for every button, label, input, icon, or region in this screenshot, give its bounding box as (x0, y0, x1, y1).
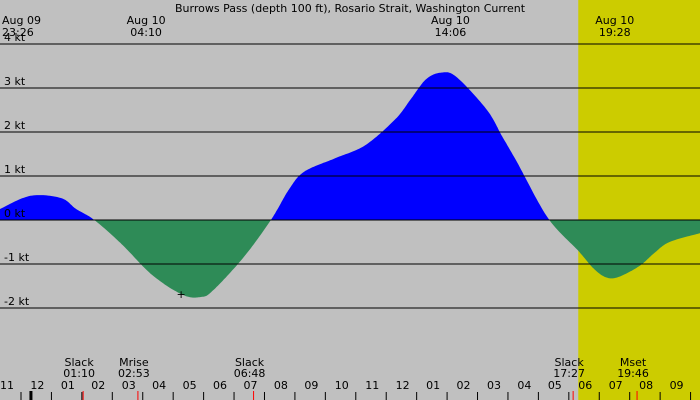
top-date-label: Aug 10 (431, 14, 470, 27)
hour-label: 02 (91, 379, 105, 392)
top-time-label: 14:06 (435, 26, 467, 39)
event-label: Slack (555, 356, 585, 369)
event-time: 19:46 (617, 367, 649, 380)
top-date-label: Aug 09 (2, 14, 41, 27)
ebb-area (0, 220, 700, 298)
top-time-label: 23:26 (2, 26, 34, 39)
hour-label: 11 (365, 379, 379, 392)
event-label: Slack (235, 356, 265, 369)
y-tick-label: 0 kt (4, 207, 26, 220)
hour-label: 07 (609, 379, 623, 392)
hour-label: 08 (274, 379, 288, 392)
hour-label: 07 (243, 379, 257, 392)
event-label: Mset (620, 356, 647, 369)
hour-label: 05 (183, 379, 197, 392)
y-tick-label: -2 kt (4, 295, 30, 308)
y-tick-label: 4 kt (4, 31, 26, 44)
y-tick-label: -1 kt (4, 251, 30, 264)
hour-label: 01 (61, 379, 75, 392)
current-area (0, 72, 700, 298)
event-time: 02:53 (118, 367, 150, 380)
y-axis-ticks: 4 kt 3 kt 2 kt 1 kt 0 kt -1 kt -2 kt (4, 31, 30, 308)
hour-axis: 11 12 01 02 03 04 05 06 07 08 09 10 11 12 01 02 03 04 05 06… (0, 379, 692, 400)
hour-label: 04 (152, 379, 166, 392)
hour-label: 05 (548, 379, 562, 392)
event-label: Mrise (119, 356, 149, 369)
hour-label: 04 (517, 379, 531, 392)
hour-label: 09 (304, 379, 318, 392)
y-tick-label: 3 kt (4, 75, 26, 88)
y-tick-label: 1 kt (4, 163, 26, 176)
hour-label: 11 (0, 379, 14, 392)
hour-label: 03 (122, 379, 136, 392)
y-tick-label: 2 kt (4, 119, 26, 132)
flood-area (0, 72, 700, 220)
midnight-marker (29, 391, 33, 400)
hour-label: 12 (30, 379, 44, 392)
top-date-label: Aug 10 (127, 14, 166, 27)
hour-label: 03 (487, 379, 501, 392)
grid-lines (0, 43, 700, 309)
top-time-label: 19:28 (599, 26, 631, 39)
hour-label: 06 (578, 379, 592, 392)
chart-title: Burrows Pass (depth 100 ft), Rosario Str… (175, 2, 526, 15)
hour-label: 02 (457, 379, 471, 392)
hour-label: 01 (426, 379, 440, 392)
current-marker: + (176, 288, 185, 301)
hour-label: 10 (335, 379, 349, 392)
hour-label: 08 (639, 379, 653, 392)
event-label: Slack (65, 356, 95, 369)
top-time-label: 04:10 (130, 26, 162, 39)
event-time: 17:27 (553, 367, 585, 380)
event-time: 01:10 (63, 367, 95, 380)
top-date-label: Aug 10 (595, 14, 634, 27)
hour-label: 06 (213, 379, 227, 392)
hour-label: 12 (396, 379, 410, 392)
event-time: 06:48 (234, 367, 266, 380)
marker-plus: + (176, 288, 185, 301)
hour-label: 09 (670, 379, 684, 392)
daylight-band (578, 0, 700, 400)
event-labels: Slack01:10Mrise02:53Slack06:48Slack17:27… (63, 356, 649, 400)
